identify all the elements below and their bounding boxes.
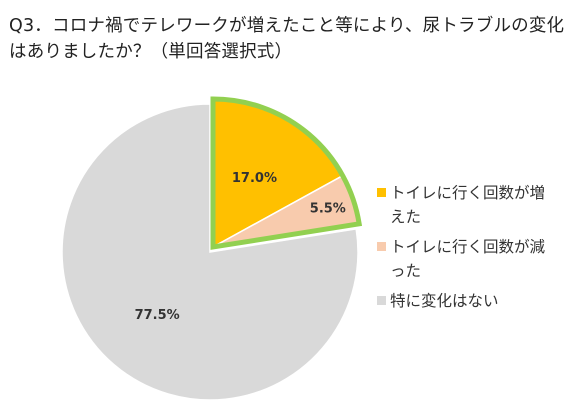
legend-swatch <box>377 242 386 251</box>
data-label-no-change: 77.5% <box>135 308 180 323</box>
data-label-decreased: 5.5% <box>310 202 346 217</box>
legend-item-increased: トイレに行く回数が増えた <box>377 181 577 229</box>
data-label-increased: 17.0% <box>232 171 277 186</box>
chart-legend: トイレに行く回数が増えた トイレに行く回数が減った特に変化はない <box>377 181 577 319</box>
legend-label: 特に変化はない <box>390 292 499 310</box>
legend-item-no-change: 特に変化はない <box>377 289 577 313</box>
legend-swatch <box>377 188 386 197</box>
legend-label: トイレに行く回数が減った <box>390 238 546 280</box>
legend-swatch <box>377 296 386 305</box>
chart-title: Q3．コロナ禍でテレワークが増えたこと等により、尿トラブルの変化はありましたか？… <box>9 16 565 62</box>
highlight-outline <box>210 96 363 250</box>
legend-item-decreased: トイレに行く回数が減った <box>377 235 577 283</box>
legend-label: トイレに行く回数が増えた <box>390 184 546 226</box>
pie-slice-no-change <box>61 103 359 401</box>
